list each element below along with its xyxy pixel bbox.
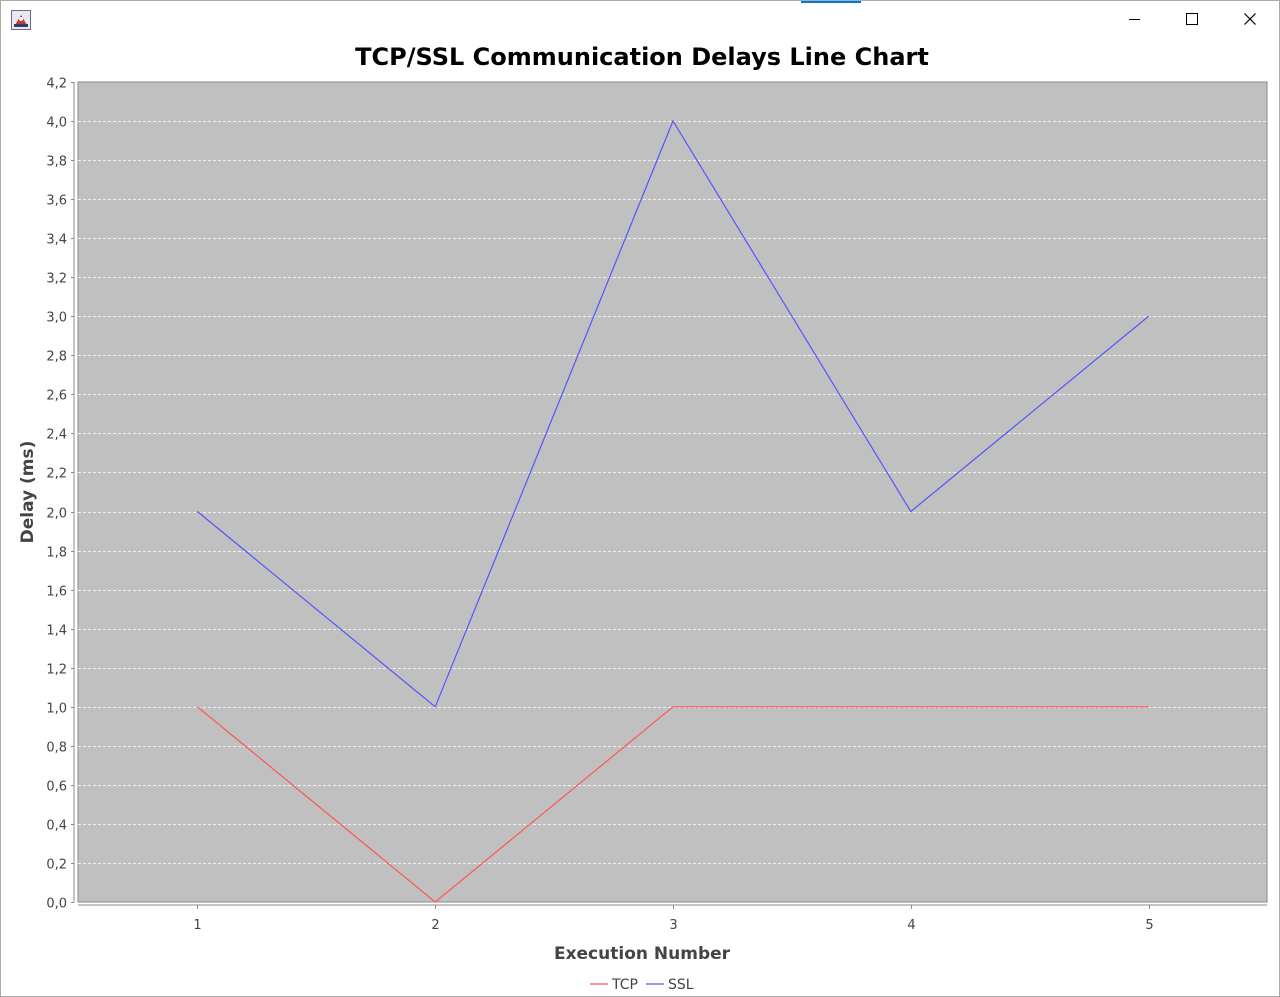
y-tick-label: 3,4 — [46, 233, 67, 248]
legend-label-ssl: SSL — [668, 977, 694, 993]
y-tick-label: 2,0 — [46, 507, 67, 522]
y-tick-label: 1,6 — [46, 585, 67, 600]
y-tick-label: 0,2 — [46, 858, 67, 873]
java-app-icon[interactable] — [11, 10, 31, 30]
y-tick-label: 3,8 — [46, 155, 67, 170]
y-tick-label: 3,6 — [46, 194, 67, 209]
y-tick-label: 2,8 — [46, 350, 67, 365]
plot-area — [77, 81, 1268, 903]
x-tick-label: 3 — [669, 918, 677, 933]
y-tick-label: 2,6 — [46, 389, 67, 404]
series-line-tcp — [197, 706, 1149, 903]
x-tick-label: 5 — [1145, 918, 1153, 933]
focus-indicator — [801, 1, 861, 3]
y-tick-label: 3,2 — [46, 272, 67, 287]
maximize-icon — [1186, 13, 1198, 25]
legend-label-tcp: TCP — [611, 977, 638, 993]
close-button[interactable] — [1227, 1, 1273, 37]
y-tick-label: 1,0 — [46, 702, 67, 717]
x-tick-label: 4 — [907, 918, 915, 933]
chart-legend: TCP SSL — [590, 977, 694, 993]
minimize-icon — [1129, 19, 1140, 20]
y-tick-label: 1,8 — [46, 546, 67, 561]
y-tick-label: 4,2 — [46, 77, 67, 92]
y-tick-label: 4,0 — [46, 116, 67, 131]
y-tick-label: 0,0 — [46, 897, 67, 912]
x-axis-title: Execution Number — [554, 944, 731, 964]
y-tick-label: 0,6 — [46, 780, 67, 795]
grid-lines — [78, 121, 1267, 864]
close-icon — [1244, 13, 1256, 25]
minimize-button[interactable] — [1111, 1, 1157, 37]
y-tick-label: 1,2 — [46, 663, 67, 678]
y-tick-label: 1,4 — [46, 624, 67, 639]
x-axis: 1 2 3 4 5 — [78, 904, 1267, 933]
chart-title: TCP/SSL Communication Delays Line Chart — [355, 43, 929, 71]
y-tick-label: 2,2 — [46, 467, 67, 482]
title-bar[interactable] — [1, 1, 1279, 37]
y-axis: 0,0 0,2 0,4 0,6 0,8 1,0 1,2 1,4 1,6 1,8 2,0 2,2 2,4 2… — [46, 77, 75, 912]
x-tick-label: 2 — [431, 918, 439, 933]
y-axis-title: Delay (ms) — [18, 441, 38, 544]
y-tick-label: 0,4 — [46, 819, 67, 834]
series-lines — [197, 119, 1149, 903]
x-tick-label: 1 — [193, 918, 201, 933]
y-tick-label: 0,8 — [46, 741, 67, 756]
y-tick-label: 2,4 — [46, 428, 67, 443]
y-tick-label: 3,0 — [46, 311, 67, 326]
maximize-button[interactable] — [1169, 1, 1215, 37]
series-line-ssl — [197, 119, 1149, 708]
